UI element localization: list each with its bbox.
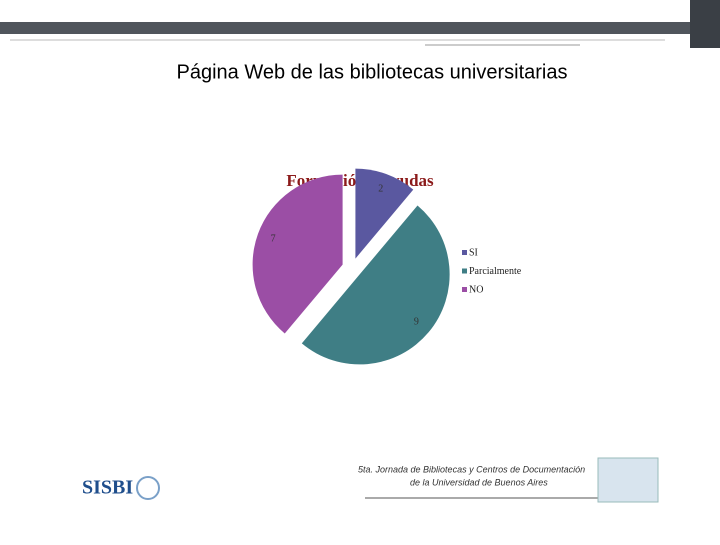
logo: SISBI	[82, 477, 133, 499]
corner-block	[690, 0, 720, 48]
data-label: 9	[414, 316, 419, 327]
pie-slice	[355, 168, 414, 259]
top-bar	[0, 22, 690, 34]
legend-swatch	[462, 268, 467, 274]
data-label: 7	[271, 234, 276, 245]
footer-line: de la Universidad de Buenos Aires	[410, 477, 548, 487]
footer-line: 5ta. Jornada de Bibliotecas y Centros de…	[358, 464, 585, 474]
legend-label: SI	[469, 247, 478, 258]
logo-icon	[136, 476, 160, 500]
pie: 2 9 7	[252, 168, 450, 365]
legend-swatch	[462, 250, 467, 255]
legend-label: NO	[469, 284, 483, 295]
slide-title: Página Web de las bibliotecas universita…	[177, 61, 568, 83]
pie-slice	[252, 174, 343, 334]
legend: SI Parcialmente NO	[462, 247, 522, 295]
pie-slice	[301, 205, 450, 365]
legend-swatch	[462, 287, 467, 292]
legend-label: Parcialmente	[469, 266, 522, 277]
data-label: 2	[378, 183, 383, 194]
footer-logo	[597, 457, 659, 503]
